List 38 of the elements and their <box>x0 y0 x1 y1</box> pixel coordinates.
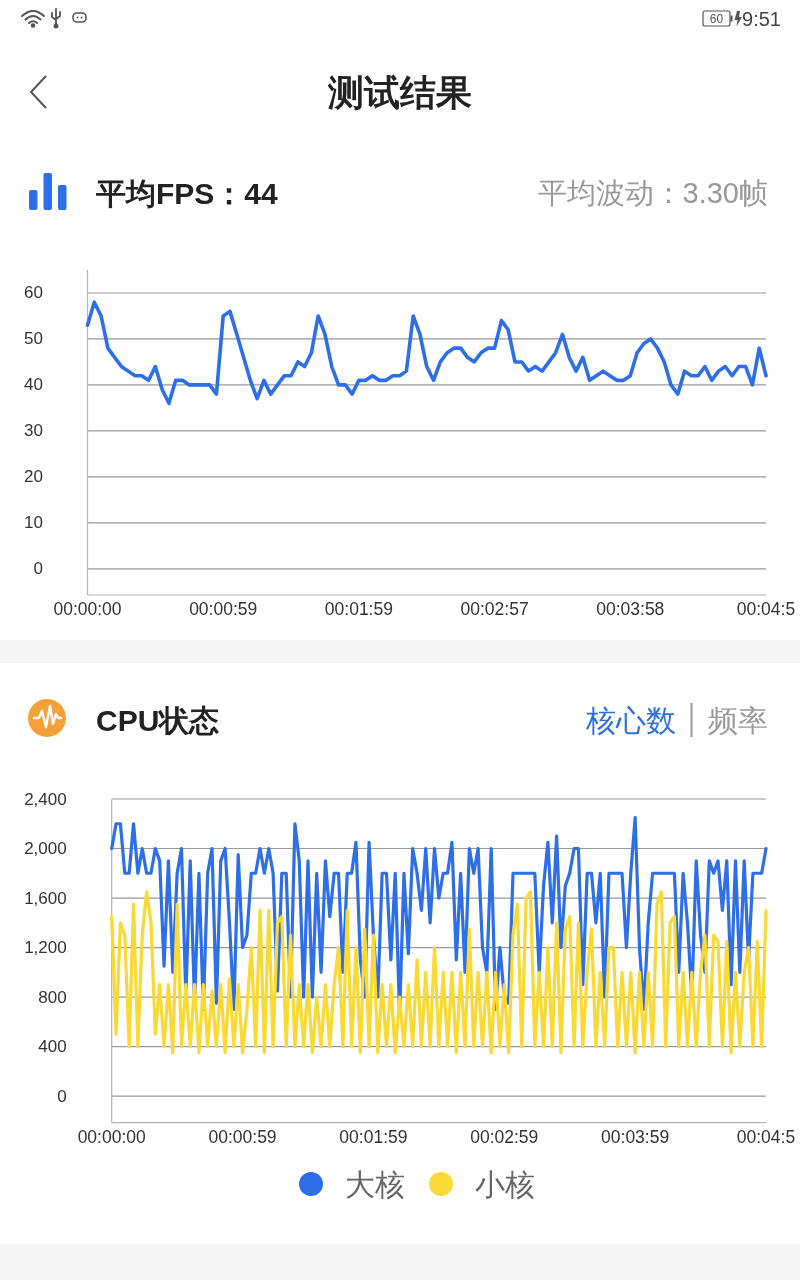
x-tick-label: 00:00:00 <box>53 599 122 619</box>
x-tick-label: 00:00:59 <box>208 1126 277 1147</box>
x-tick-label: 00:02:57 <box>460 599 529 619</box>
y-tick-label: 2,400 <box>24 789 67 809</box>
line-series <box>85 300 768 406</box>
y-tick-label: 10 <box>24 513 43 533</box>
y-tick-label: 400 <box>38 1037 67 1057</box>
text: 测试结果 <box>327 71 472 113</box>
x-tick-label: 00:03:58 <box>596 599 665 619</box>
y-tick-label: 20 <box>24 467 43 487</box>
chart-title: 平均FPS：44 <box>95 176 279 210</box>
text: 9:51 <box>742 7 781 30</box>
x-tick-label: 00:04:5 <box>736 1126 796 1147</box>
chart-subtitle: 平均波动：3.30帧 <box>537 177 768 209</box>
y-tick-label: 30 <box>24 421 43 441</box>
y-tick-label: 50 <box>24 329 43 349</box>
legend-label: 大核 <box>345 1167 405 1201</box>
line-series <box>110 890 768 1055</box>
x-tick-label: 00:04:5 <box>736 599 796 619</box>
text: 核心数 <box>585 703 676 737</box>
x-tick-label: 00:00:00 <box>77 1126 147 1147</box>
y-tick-label: 800 <box>38 987 67 1007</box>
text: 60 <box>709 11 724 26</box>
x-tick-label: 00:00:59 <box>189 599 258 619</box>
y-tick-label: 1,600 <box>24 888 67 908</box>
text: 频率 <box>708 703 768 737</box>
y-tick-label: 0 <box>57 1086 67 1106</box>
x-tick-label: 00:03:59 <box>601 1126 670 1147</box>
y-tick-label: 0 <box>33 559 43 579</box>
x-tick-label: 00:02:59 <box>470 1126 539 1147</box>
x-tick-label: 00:01:59 <box>324 599 393 619</box>
y-tick-label: 40 <box>24 375 43 395</box>
y-tick-label: 1,200 <box>24 938 67 958</box>
legend-label: 小核 <box>475 1167 535 1201</box>
x-tick-label: 00:01:59 <box>339 1126 408 1147</box>
y-tick-label: 2,000 <box>24 839 67 859</box>
y-tick-label: 60 <box>24 283 43 303</box>
chart-title: CPU状态 <box>96 703 220 737</box>
